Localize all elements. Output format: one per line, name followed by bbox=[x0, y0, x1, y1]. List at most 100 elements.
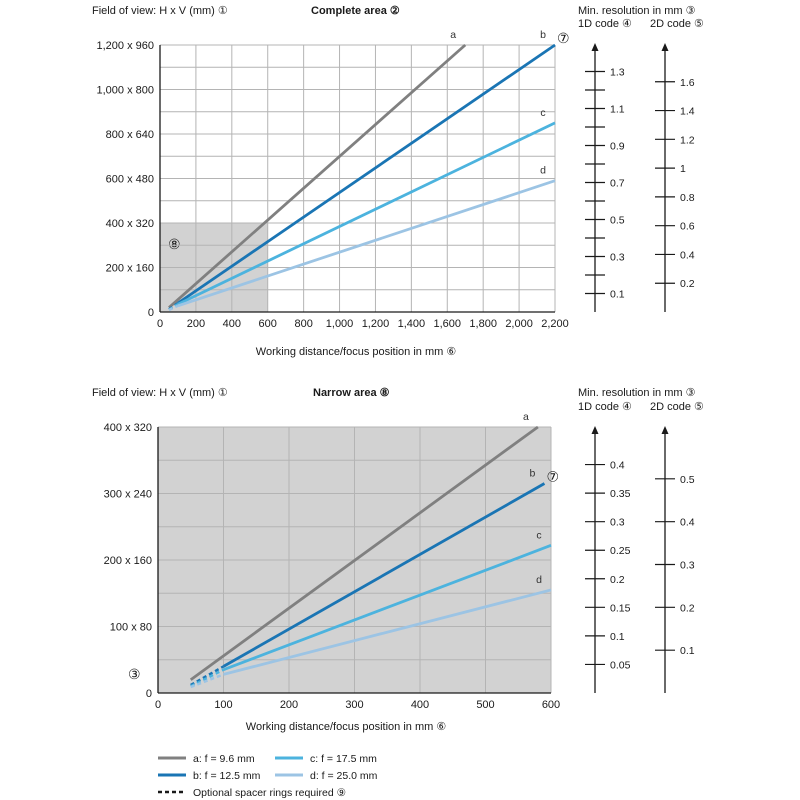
narrow-resolution-scales: 0.05 0.1 0.15 0.2 0.25 0.3 0.35 0.4 0.1 0.2 0.3 0.4… bbox=[585, 426, 695, 693]
complete-y-tick-label: 400 x 320 bbox=[106, 218, 154, 230]
complete-shaded-region-marker: ⑧ bbox=[168, 236, 181, 252]
code1d-scale-label: 0.25 bbox=[610, 545, 631, 557]
complete-series-a-line bbox=[168, 43, 467, 309]
complete-x-tick-label: 800 bbox=[294, 318, 312, 330]
code2d-scale-arrow bbox=[661, 426, 669, 434]
narrow-series-b-line bbox=[222, 482, 546, 668]
code1d-scale-label: 1.1 bbox=[610, 104, 625, 116]
code1d-scale-arrow bbox=[591, 43, 599, 51]
code1d-scale-arrow bbox=[591, 426, 599, 434]
narrow-series-d-line bbox=[223, 588, 552, 676]
narrow-x-tick-label: 200 bbox=[280, 699, 298, 711]
legend-label-c: c: f = 17.5 mm bbox=[310, 753, 377, 765]
complete-series-c-line bbox=[177, 121, 556, 306]
code1d-scale-label: 0.5 bbox=[610, 215, 625, 227]
complete-resolution-scales: 0.1 0.3 0.5 0.7 0.9 1.1 1.3 0.2 0.4 0.6 0.8 1 1.2 1.4… bbox=[585, 43, 695, 312]
code1d-scale-label: 0.3 bbox=[610, 252, 625, 264]
narrow-x-tick-label: 400 bbox=[411, 699, 429, 711]
narrow-area-chart: 0 100 200 300 400 500 600 0 100 x 80 200 x 160 300… bbox=[104, 411, 561, 711]
complete-y-tick-label: 1,000 x 800 bbox=[97, 85, 155, 97]
complete-series-label-c: c bbox=[540, 107, 545, 119]
complete-x-tick-label: 1,400 bbox=[398, 318, 426, 330]
narrow-y-tick-label: 200 x 160 bbox=[104, 555, 152, 567]
code2d-scale-label: 0.4 bbox=[680, 249, 695, 261]
code2d-scale-label: 0.1 bbox=[680, 645, 695, 657]
complete-series-b-line bbox=[177, 43, 556, 305]
complete-series-marker-b: ⑦ bbox=[557, 30, 570, 46]
complete-x-tick-label: 1,600 bbox=[434, 318, 462, 330]
complete-y-tick-label: 0 bbox=[148, 307, 154, 319]
code2d-scale-label: 0.4 bbox=[680, 517, 695, 529]
complete-y-tick-label: 800 x 640 bbox=[106, 129, 154, 141]
complete-x-tick-label: 2,200 bbox=[541, 318, 569, 330]
complete-x-tick-label: 1,800 bbox=[469, 318, 497, 330]
narrow-x-tick-label: 600 bbox=[542, 699, 560, 711]
code1d-scale-label: 0.9 bbox=[610, 141, 625, 153]
complete-x-tick-label: 400 bbox=[223, 318, 241, 330]
legend-label-dashed: Optional spacer rings required ⑨ bbox=[193, 787, 347, 799]
complete-x-tick-label: 1,000 bbox=[326, 318, 354, 330]
complete-y-tick-label: 1,200 x 960 bbox=[97, 40, 155, 52]
code2d-scale-label: 1.2 bbox=[680, 134, 695, 146]
code1d-scale-label: 0.7 bbox=[610, 178, 625, 190]
complete-x-tick-label: 0 bbox=[157, 318, 163, 330]
complete-x-tick-label: 1,200 bbox=[362, 318, 390, 330]
code1d-scale-label: 0.1 bbox=[610, 631, 625, 643]
complete-y-tick-label: 600 x 480 bbox=[106, 174, 154, 186]
narrow-resolution-header: Min. resolution in mm ③ bbox=[578, 387, 696, 399]
complete-x-tick-label: 200 bbox=[187, 318, 205, 330]
narrow-x-tick-label: 500 bbox=[476, 699, 494, 711]
code1d-scale-label: 0.15 bbox=[610, 602, 631, 614]
legend-label-d: d: f = 25.0 mm bbox=[310, 770, 378, 782]
narrow-corner-marker: ③ bbox=[128, 666, 141, 682]
complete-title: Complete area ② bbox=[311, 5, 400, 17]
complete-2d-code-label: 2D code ⑤ bbox=[650, 18, 704, 30]
narrow-series-label-b: b bbox=[530, 468, 536, 480]
code2d-scale-label: 0.5 bbox=[680, 474, 695, 486]
complete-series-label-d: d bbox=[540, 165, 546, 177]
narrow-x-tick-label: 0 bbox=[155, 699, 161, 711]
complete-xlabel: Working distance/focus position in mm ⑥ bbox=[256, 346, 457, 358]
complete-series-label-a: a bbox=[450, 29, 456, 41]
narrow-y-tick-label: 400 x 320 bbox=[104, 422, 152, 434]
narrow-series-marker-b: ⑦ bbox=[546, 469, 559, 485]
code2d-scale-label: 0.6 bbox=[680, 221, 695, 233]
complete-resolution-header: Min. resolution in mm ③ bbox=[578, 5, 696, 17]
code1d-scale-label: 0.3 bbox=[610, 517, 625, 529]
complete-series-label-b: b bbox=[540, 29, 546, 41]
narrow-y-tick-label: 100 x 80 bbox=[110, 622, 152, 634]
narrow-title: Narrow area ⑧ bbox=[313, 387, 390, 399]
code2d-scale-arrow bbox=[661, 43, 669, 51]
narrow-series-a-line bbox=[189, 425, 539, 681]
complete-series-d-line bbox=[177, 179, 556, 308]
narrow-1d-code-label: 1D code ④ bbox=[578, 401, 632, 413]
legend-label-b: b: f = 12.5 mm bbox=[193, 770, 261, 782]
complete-ylabel: Field of view: H x V (mm) ① bbox=[92, 5, 228, 17]
complete-series-d-dashed bbox=[168, 304, 179, 312]
code2d-scale-label: 1 bbox=[680, 163, 686, 175]
narrow-series-b-dashed bbox=[190, 665, 225, 687]
narrow-x-tick-label: 300 bbox=[345, 699, 363, 711]
complete-area-chart: ⑧ 0 200 400 600 800 1,000 1,200 1,400 1,600 1,800 2… bbox=[97, 29, 570, 330]
narrow-series-c-dashed bbox=[190, 668, 225, 688]
code2d-scale-label: 0.8 bbox=[680, 192, 695, 204]
complete-y-tick-label: 200 x 160 bbox=[106, 263, 154, 275]
code2d-scale-label: 0.2 bbox=[680, 278, 695, 290]
narrow-series-label-d: d bbox=[536, 574, 542, 586]
legend-label-a: a: f = 9.6 mm bbox=[193, 753, 255, 765]
complete-x-tick-label: 600 bbox=[259, 318, 277, 330]
code2d-scale-label: 1.4 bbox=[680, 106, 695, 118]
complete-x-tick-label: 2,000 bbox=[505, 318, 533, 330]
narrow-series-label-c: c bbox=[536, 529, 541, 541]
narrow-y-tick-label: 0 bbox=[146, 688, 152, 700]
code1d-scale-label: 0.4 bbox=[610, 460, 625, 472]
code1d-scale-label: 0.2 bbox=[610, 574, 625, 586]
code1d-scale-label: 1.3 bbox=[610, 67, 625, 79]
code1d-scale-label: 0.35 bbox=[610, 488, 631, 500]
code2d-scale-label: 1.6 bbox=[680, 77, 695, 89]
legend: a: f = 9.6 mm b: f = 12.5 mm c: f = 17.5… bbox=[158, 753, 378, 799]
code2d-scale-label: 0.2 bbox=[680, 602, 695, 614]
narrow-ylabel: Field of view: H x V (mm) ① bbox=[92, 387, 228, 399]
code1d-scale-label: 0.1 bbox=[610, 289, 625, 301]
